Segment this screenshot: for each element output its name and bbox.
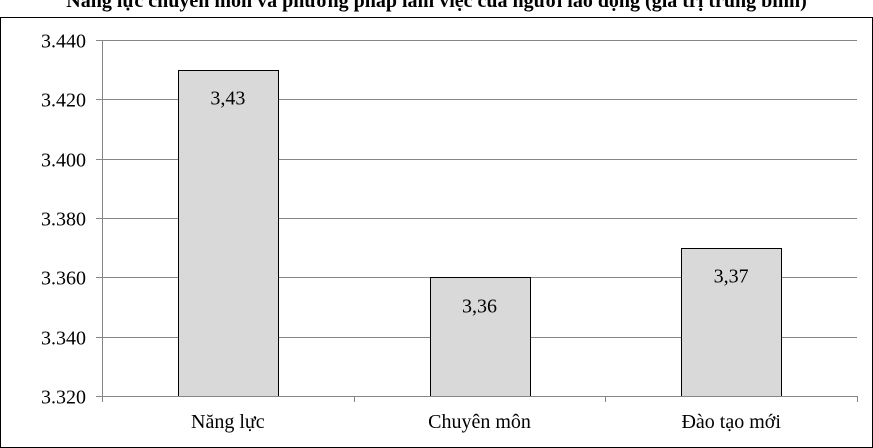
y-tick-label: 3.400 bbox=[41, 150, 86, 172]
y-tick-label: 3.340 bbox=[41, 328, 86, 350]
chart-title: Năng lực chuyên môn và phương pháp làm v… bbox=[66, 0, 807, 12]
y-tick-label: 3.420 bbox=[41, 90, 86, 112]
bars: 3,43 3,36 3,37 bbox=[178, 70, 782, 397]
bar bbox=[681, 248, 782, 397]
data-label: 3,43 bbox=[210, 88, 245, 110]
bar bbox=[430, 277, 531, 397]
y-tick-label: 3.320 bbox=[41, 387, 86, 409]
y-tick-label: 3.360 bbox=[41, 268, 86, 290]
data-label: 3,37 bbox=[714, 266, 749, 288]
bar bbox=[178, 70, 279, 397]
x-tick-label: Đào tạo mới bbox=[681, 411, 781, 433]
y-axis-ticks: 3.320 3.340 3.360 3.380 3.400 3.420 3.440 bbox=[41, 31, 103, 409]
y-tick-label: 3.380 bbox=[41, 209, 86, 231]
x-tick-label: Chuyên môn bbox=[428, 411, 531, 433]
data-label: 3,36 bbox=[462, 295, 497, 317]
x-axis: Năng lực Chuyên môn Đào tạo mới bbox=[102, 396, 858, 433]
y-tick-label: 3.440 bbox=[41, 31, 86, 53]
x-tick-label: Năng lực bbox=[191, 411, 265, 433]
